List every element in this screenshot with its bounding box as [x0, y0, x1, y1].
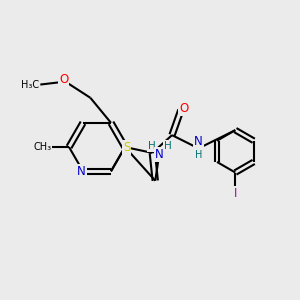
Text: H: H [195, 150, 202, 160]
Text: H: H [148, 141, 155, 151]
Text: CH₃: CH₃ [34, 142, 52, 152]
Text: N: N [77, 165, 86, 178]
Text: O: O [179, 102, 188, 115]
Text: S: S [123, 141, 130, 154]
Text: H: H [164, 141, 172, 151]
Text: H₃C: H₃C [21, 80, 39, 90]
Text: I: I [234, 187, 237, 200]
Text: N: N [194, 135, 203, 148]
Text: N: N [155, 148, 164, 161]
Text: O: O [59, 73, 68, 86]
